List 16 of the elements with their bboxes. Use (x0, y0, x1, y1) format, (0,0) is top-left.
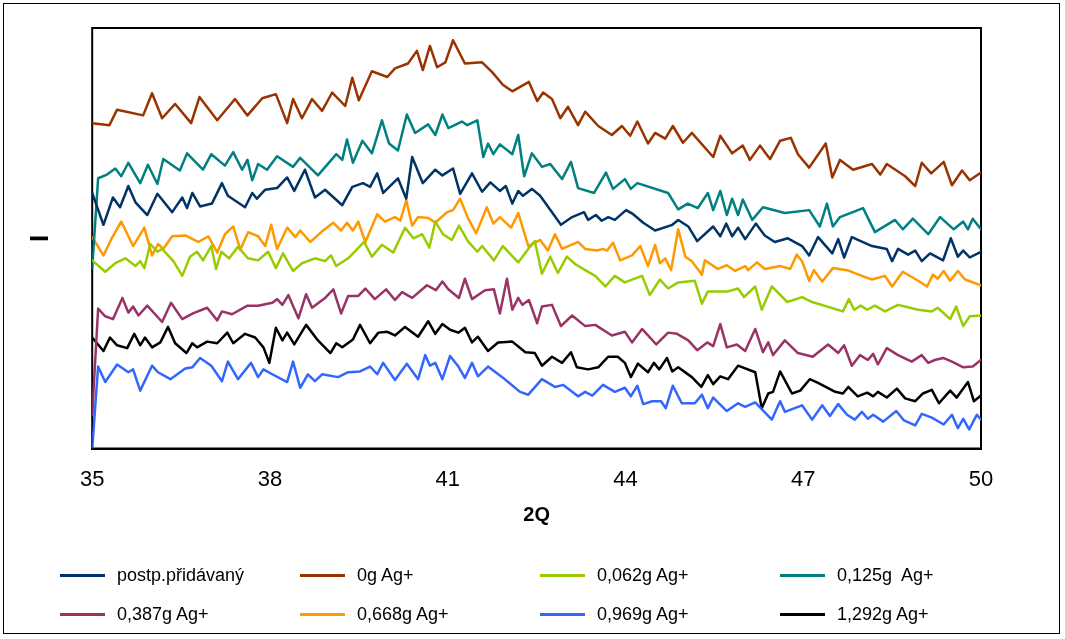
legend-label: 0,668g Ag+ (357, 603, 449, 625)
legend-label: 1,292g Ag+ (837, 603, 929, 625)
y-axis-title: I (23, 234, 54, 242)
x-axis-title: 2Q (523, 502, 550, 525)
legend-label: 0g Ag+ (357, 564, 414, 586)
legend-label: 0,125g Ag+ (837, 564, 934, 586)
legend-label: 0,062g Ag+ (597, 564, 689, 586)
legend-label: postp.přidávaný (117, 564, 245, 586)
legend-label: 0,387g Ag+ (117, 603, 209, 625)
x-tick-label: 47 (791, 465, 816, 491)
x-tick-label: 38 (257, 465, 283, 491)
legend-label: 0,969g Ag+ (597, 603, 689, 625)
x-tick-label: 35 (79, 465, 105, 491)
x-tick-label: 41 (435, 465, 460, 491)
x-tick-label: 44 (613, 465, 638, 491)
x-tick-label: 50 (968, 465, 994, 491)
